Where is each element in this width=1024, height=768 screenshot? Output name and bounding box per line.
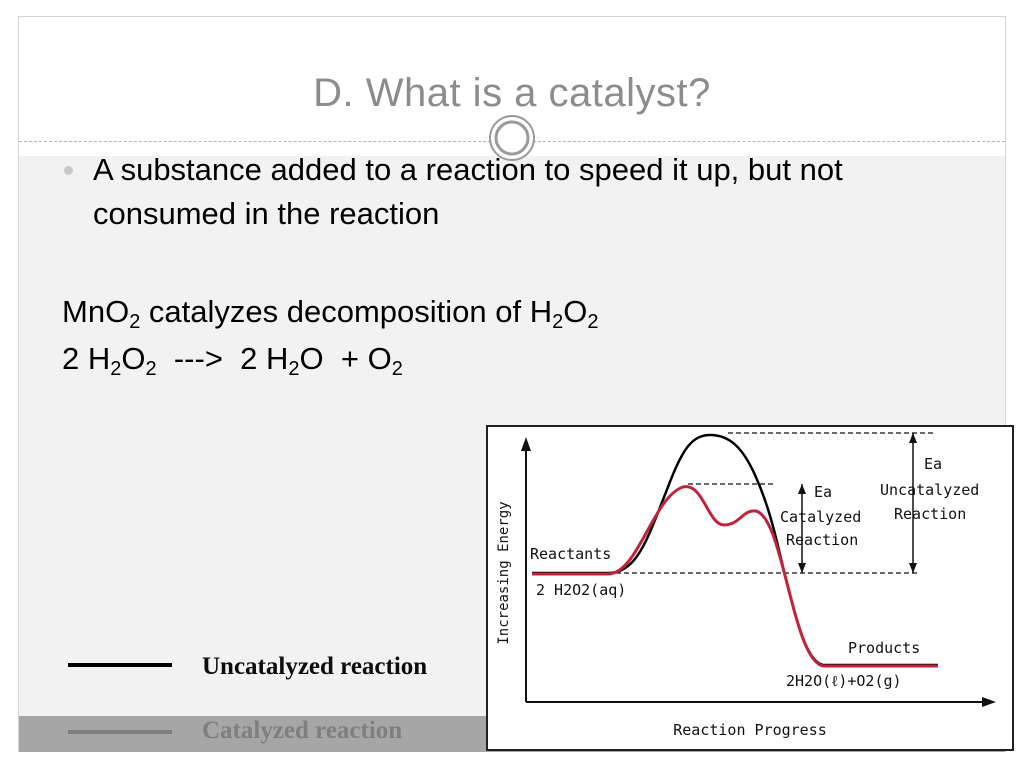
formula-subscript: 2	[288, 358, 300, 380]
legend-line-catalyzed	[68, 730, 172, 734]
products-formula: 2H2O(ℓ)+O2(g)	[786, 672, 902, 690]
formula-subscript: 2	[110, 358, 122, 380]
slide-title: D. What is a catalyst?	[313, 71, 711, 115]
formula-part: ---> 2 H	[156, 341, 289, 376]
formula-part: O	[121, 341, 146, 376]
catalyzed-label-line1: Catalyzed	[780, 508, 861, 526]
reactants-formula: 2 H2O2(aq)	[536, 581, 626, 599]
bullet-text: A substance added to a reaction to speed…	[93, 152, 843, 231]
legend-label-uncatalyzed: Uncatalyzed reaction	[202, 653, 428, 680]
formula-subscript: 2	[587, 311, 599, 333]
ea-uncatalyzed-down-icon	[909, 563, 917, 573]
legend-label-catalyzed: Catalyzed reaction	[202, 717, 403, 744]
y-axis-label: Increasing Energy	[496, 501, 512, 644]
formula-subscript: 2	[145, 358, 157, 380]
circle-ornament-icon	[489, 115, 535, 161]
ea-catalyzed-up-icon	[798, 484, 806, 494]
ea-catalyzed-label: Ea	[814, 483, 832, 501]
ea-catalyzed-down-icon	[798, 563, 806, 573]
formula-subscript: 2	[552, 311, 564, 333]
products-label: Products	[848, 639, 920, 657]
formula-part: O	[563, 294, 588, 329]
y-axis-arrow-icon	[521, 437, 531, 451]
formula-part: catalyzes decomposition of H	[140, 294, 553, 329]
formula-part: O + O	[299, 341, 392, 376]
x-axis-arrow-icon	[982, 697, 996, 707]
formula-part: MnO	[62, 294, 130, 329]
ea-uncatalyzed-up-icon	[909, 433, 917, 443]
energy-diagram: Increasing Energy Reaction Progress Reac…	[486, 425, 1014, 751]
energy-diagram-svg: Increasing Energy Reaction Progress Reac…	[496, 432, 996, 739]
catalyzed-label-line2: Reaction	[786, 531, 858, 549]
ea-uncatalyzed-label: Ea	[924, 455, 942, 473]
catalyzed-curve	[532, 485, 938, 668]
formula-subscript: 2	[391, 358, 403, 380]
formula-part: 2 H	[62, 341, 111, 376]
reactants-label: Reactants	[530, 545, 611, 563]
uncatalyzed-label-line1: Uncatalyzed	[880, 481, 979, 499]
formula-line-1: MnO2 catalyzes decomposition of H2O2	[62, 294, 599, 333]
x-axis-label: Reaction Progress	[673, 721, 827, 739]
uncatalyzed-label-line2: Reaction	[894, 505, 966, 523]
legend-line-uncatalyzed	[68, 663, 172, 667]
formula-subscript: 2	[129, 311, 141, 333]
formula-line-2: 2 H2O2 ---> 2 H2O + O2	[62, 341, 403, 380]
bullet-dot-icon	[64, 166, 73, 175]
